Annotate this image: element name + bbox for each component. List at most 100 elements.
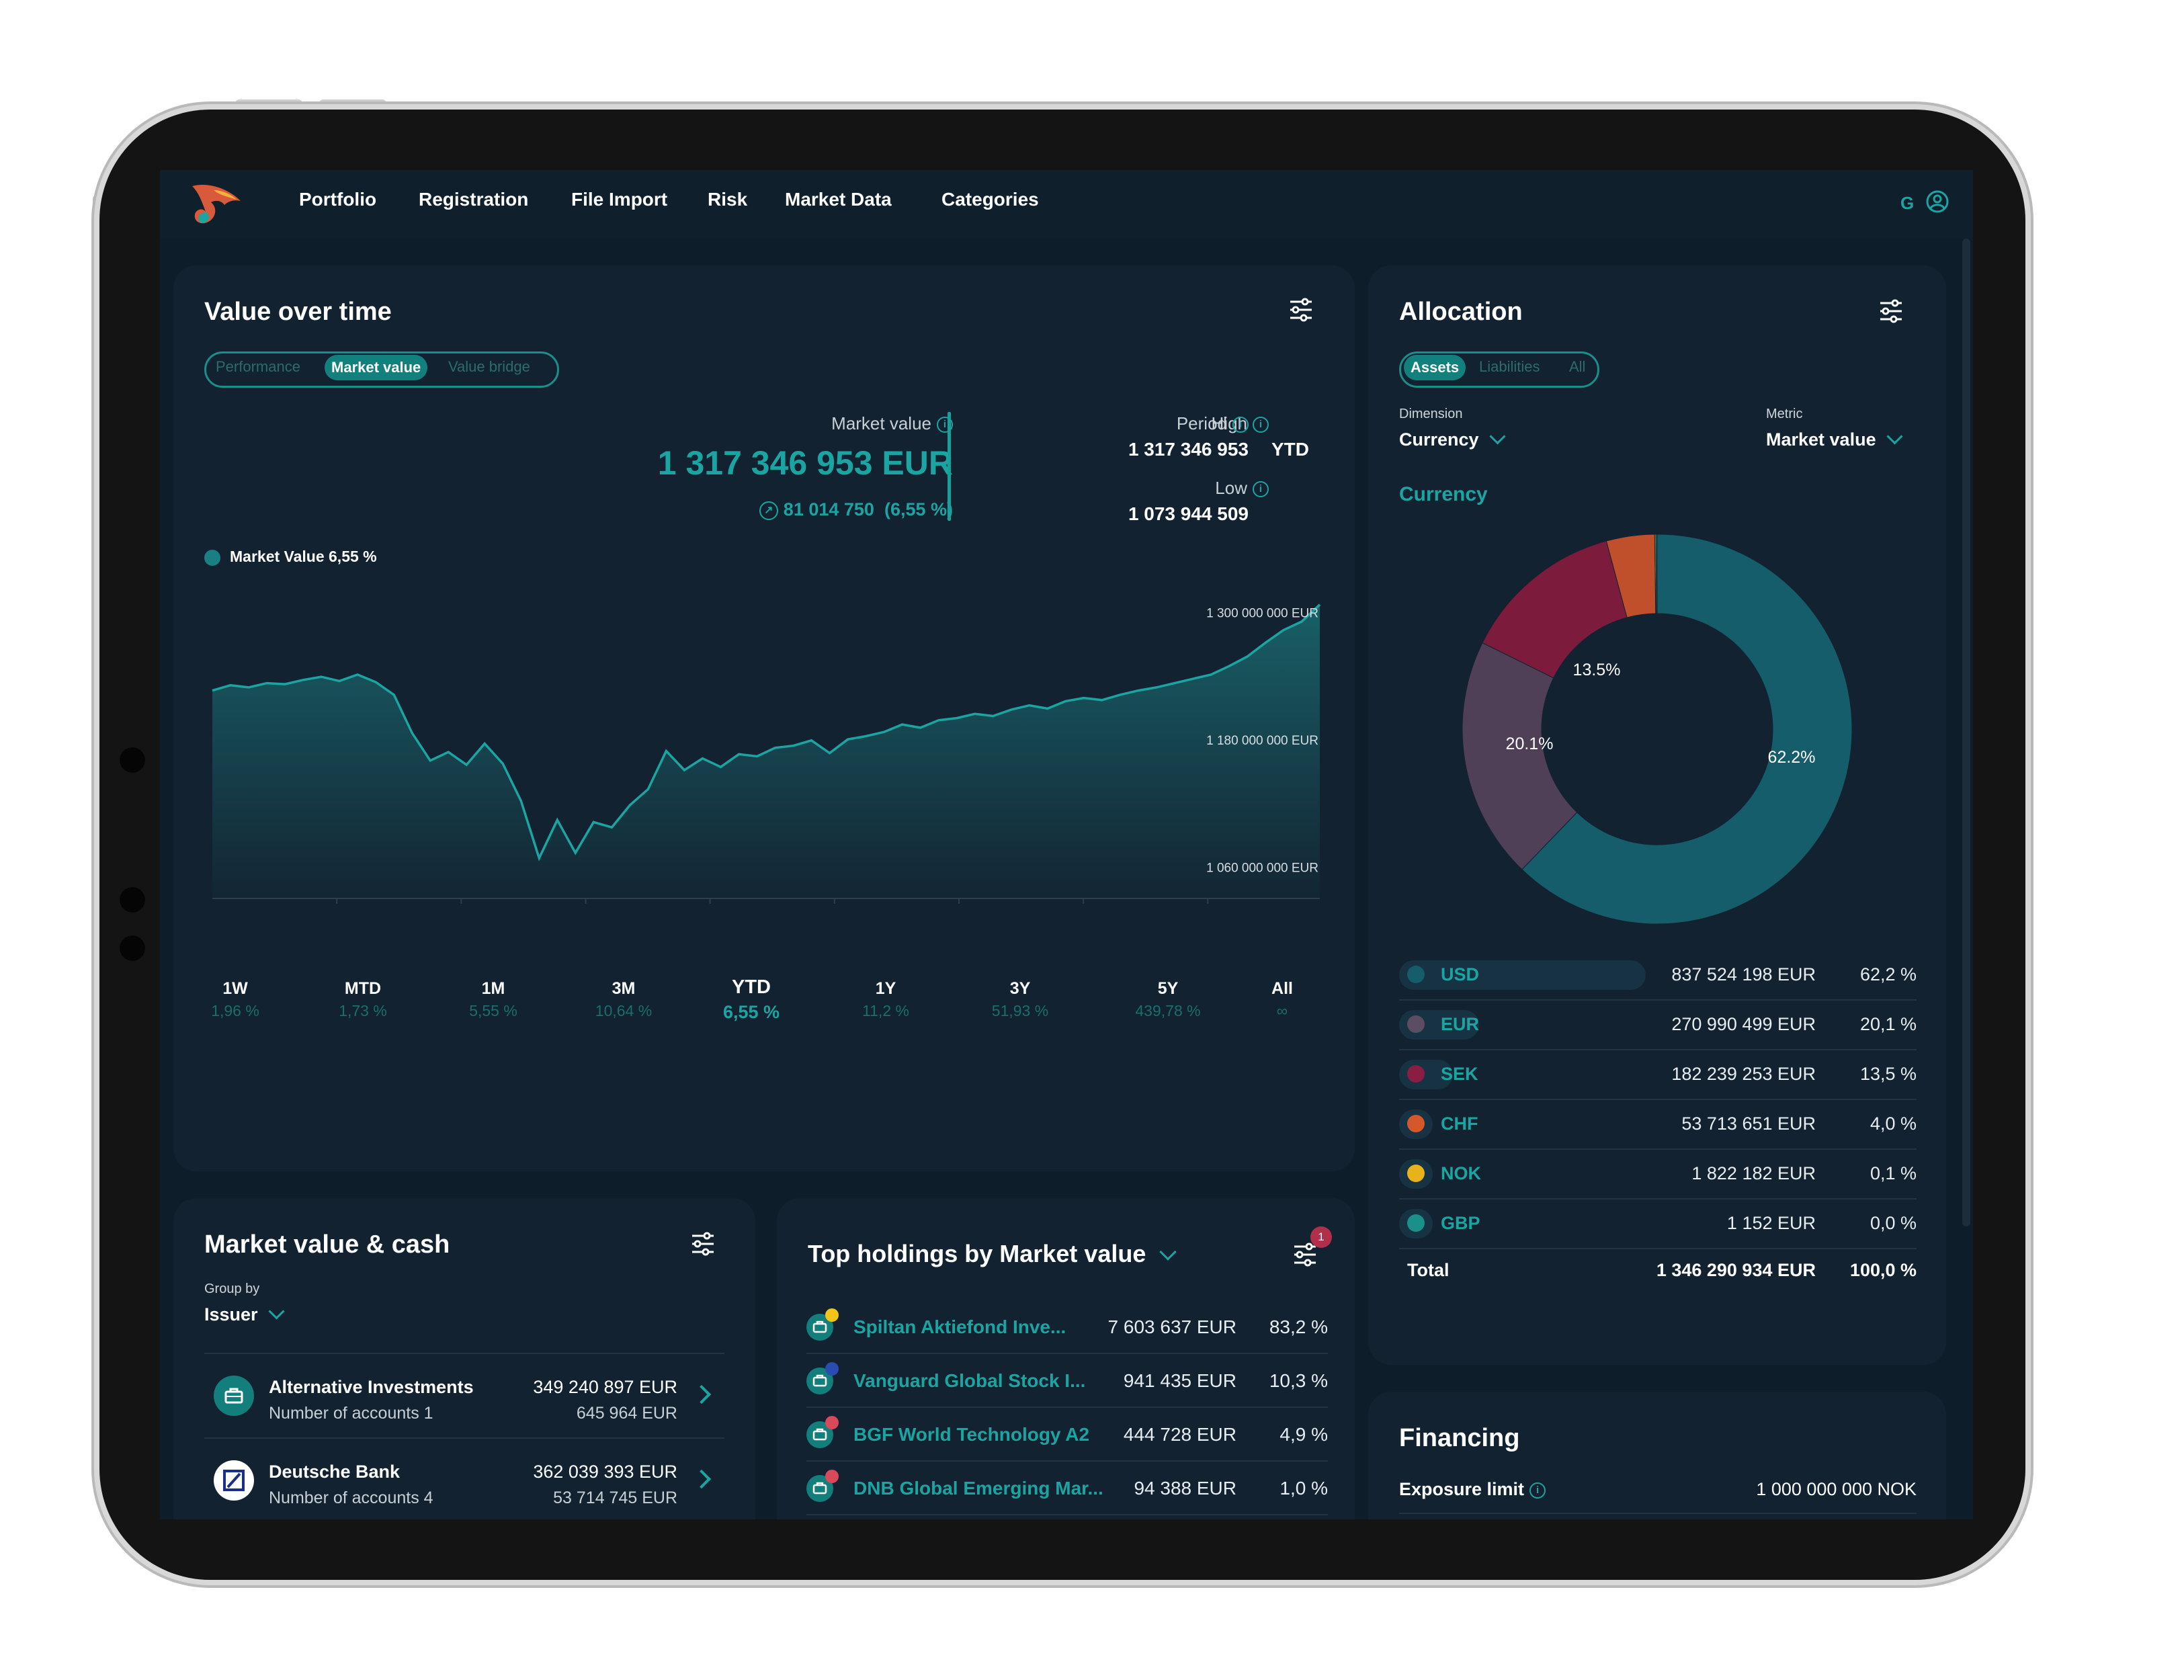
holding-row[interactable]: BGF World Technology A2 444 728 EUR 4,9 %: [806, 1406, 1328, 1459]
exposure-info-icon[interactable]: i: [1529, 1482, 1546, 1499]
period-option-3y[interactable]: 3Y: [1009, 979, 1031, 998]
tab-value-bridge[interactable]: Value bridge: [448, 358, 530, 375]
divider: [204, 1437, 724, 1439]
currency-amount: 182 239 253 EUR: [1671, 1064, 1816, 1084]
info-icon[interactable]: i: [937, 417, 953, 433]
divider: [204, 1353, 724, 1354]
issuer-accounts: Number of accounts 1: [269, 1404, 433, 1423]
divider: [1399, 1099, 1917, 1100]
top-holdings-title[interactable]: Top holdings by Market value: [808, 1240, 1177, 1268]
currency-percent: 4,0 %: [1870, 1114, 1917, 1134]
filter-settings-icon[interactable]: [1288, 296, 1314, 323]
divider: [1399, 1513, 1917, 1514]
country-flag-icon: [825, 1416, 839, 1429]
group-by-select[interactable]: Issuer: [204, 1303, 285, 1325]
top-nav: Portfolio Registration File Import Risk …: [160, 170, 1973, 239]
top-holdings-filter-icon[interactable]: [1292, 1241, 1318, 1268]
period-label: Period i: [960, 413, 1249, 434]
period-option-mtd[interactable]: MTD: [344, 979, 382, 998]
allocation-row-sek[interactable]: SEK 182 239 253 EUR 13,5 %: [1399, 1053, 1917, 1096]
currency-donut-chart[interactable]: 62.2% 20.1% 13.5%: [1456, 528, 1859, 931]
value-over-time-chart[interactable]: feb. 25mars 25apr. 25maj 25juni 25juli 2…: [204, 588, 1333, 911]
nav-categories[interactable]: Categories: [941, 189, 1039, 210]
allocation-filter-icon[interactable]: [1878, 298, 1904, 325]
market-value-area: [212, 604, 1320, 898]
donut-slice-gbp[interactable]: [1655, 534, 1658, 614]
allocation-row-chf[interactable]: CHF 53 713 651 EUR 4,0 %: [1399, 1103, 1917, 1146]
period-option-1m[interactable]: 1M: [481, 979, 505, 998]
divider: [1399, 1148, 1917, 1150]
app-screen: Portfolio Registration File Import Risk …: [160, 170, 1973, 1519]
logo-icon[interactable]: [187, 181, 247, 228]
currency-code: SEK: [1441, 1064, 1478, 1084]
tab-performance[interactable]: Performance: [216, 358, 300, 375]
allocation-title: Allocation: [1399, 298, 1523, 326]
tab-assets[interactable]: Assets: [1404, 355, 1466, 380]
currency-percent: 13,5 %: [1859, 1064, 1917, 1084]
allocation-row-eur[interactable]: EUR 270 990 499 EUR 20,1 %: [1399, 1003, 1917, 1046]
period-option-ytd[interactable]: YTD: [732, 976, 771, 998]
period-option-1w[interactable]: 1W: [222, 979, 248, 998]
chevron-down-icon: [268, 1303, 285, 1320]
country-flag-icon: [825, 1308, 839, 1322]
period-return: 1,96 %: [211, 1002, 259, 1019]
holding-name[interactable]: BGF World Technology A2: [853, 1424, 1090, 1445]
holding-name[interactable]: Vanguard Global Stock I...: [853, 1370, 1086, 1391]
market-value-change: ↗ 81 014 750 (6,55 %): [550, 499, 953, 520]
period-return: 51,93 %: [991, 1002, 1049, 1019]
period-option-1y[interactable]: 1Y: [875, 979, 896, 998]
issuer-row[interactable]: Alternative Investments Number of accoun…: [204, 1354, 724, 1437]
period-info-icon[interactable]: i: [1232, 417, 1249, 433]
market-cash-filter-icon[interactable]: [689, 1230, 716, 1257]
period-option-all[interactable]: All: [1271, 979, 1293, 998]
issuer-row[interactable]: Deutsche Bank Number of accounts 4 362 0…: [204, 1439, 724, 1519]
currency-code: GBP: [1441, 1213, 1480, 1233]
tab-liabilities[interactable]: Liabilities: [1479, 358, 1540, 375]
metric-label: Metric: [1766, 407, 1803, 421]
period-return: 1,73 %: [339, 1002, 387, 1019]
market-cash-card: Market value & cash Group by Issuer Alte…: [173, 1198, 755, 1519]
allocation-row-usd[interactable]: USD 837 524 198 EUR 62,2 %: [1399, 954, 1917, 997]
donut-slice-eur[interactable]: [1462, 642, 1578, 870]
nav-registration[interactable]: Registration: [419, 189, 529, 210]
currency-amount: 53 713 651 EUR: [1681, 1114, 1816, 1134]
issuer-cash: 645 964 EUR: [576, 1404, 677, 1423]
high-info-icon[interactable]: i: [1253, 417, 1269, 433]
tab-market-value[interactable]: Market value: [325, 355, 428, 380]
currency-code: NOK: [1441, 1163, 1481, 1183]
holding-amount: 444 728 EUR: [1123, 1424, 1236, 1445]
donut-label: 62.2%: [1768, 748, 1816, 767]
holding-name[interactable]: DNB Global Emerging Mar...: [853, 1478, 1103, 1499]
user-initial[interactable]: G: [1900, 193, 1915, 213]
holding-row[interactable]: DNB Global Emerging Mar... 94 388 EUR 1,0 …: [806, 1460, 1328, 1513]
nav-file-import[interactable]: File Import: [571, 189, 668, 210]
page-scrollbar[interactable]: [1962, 239, 1970, 1226]
chevron-right-icon[interactable]: [691, 1384, 712, 1404]
holding-name[interactable]: Spiltan Aktiefond Inve...: [853, 1316, 1066, 1337]
divider: [806, 1353, 1328, 1354]
filter-count-badge: 1: [1310, 1226, 1332, 1248]
holding-row[interactable]: Vanguard Global Stock I... 941 435 EUR 10,…: [806, 1353, 1328, 1405]
legend-dot: [204, 549, 220, 566]
dimension-select[interactable]: Currency: [1399, 428, 1506, 450]
donut-slice-usd[interactable]: [1521, 534, 1853, 925]
nav-portfolio[interactable]: Portfolio: [299, 189, 377, 210]
chart-legend[interactable]: Market Value 6,55 %: [204, 548, 377, 566]
divider: [1399, 1049, 1917, 1050]
holding-amount: 7 603 637 EUR: [1107, 1316, 1236, 1337]
allocation-row-nok[interactable]: NOK 1 822 182 EUR 0,1 %: [1399, 1152, 1917, 1195]
low-info-icon[interactable]: i: [1253, 481, 1269, 498]
low-label: Low i: [980, 478, 1269, 499]
camera-dot-3: [120, 935, 145, 961]
user-account-icon[interactable]: [1925, 189, 1950, 214]
metric-select[interactable]: Market value: [1766, 428, 1903, 450]
nav-market-data[interactable]: Market Data: [785, 189, 892, 210]
nav-risk[interactable]: Risk: [708, 189, 748, 210]
period-option-5y[interactable]: 5Y: [1157, 979, 1179, 998]
chevron-right-icon[interactable]: [691, 1469, 712, 1489]
tab-all[interactable]: All: [1569, 358, 1586, 375]
allocation-row-gbp[interactable]: GBP 1 152 EUR 0,0 %: [1399, 1202, 1917, 1245]
holding-row[interactable]: Spiltan Aktiefond Inve... 7 603 637 EUR 83…: [806, 1299, 1328, 1351]
period-option-3m[interactable]: 3M: [612, 979, 636, 998]
divider: [1399, 999, 1917, 1001]
